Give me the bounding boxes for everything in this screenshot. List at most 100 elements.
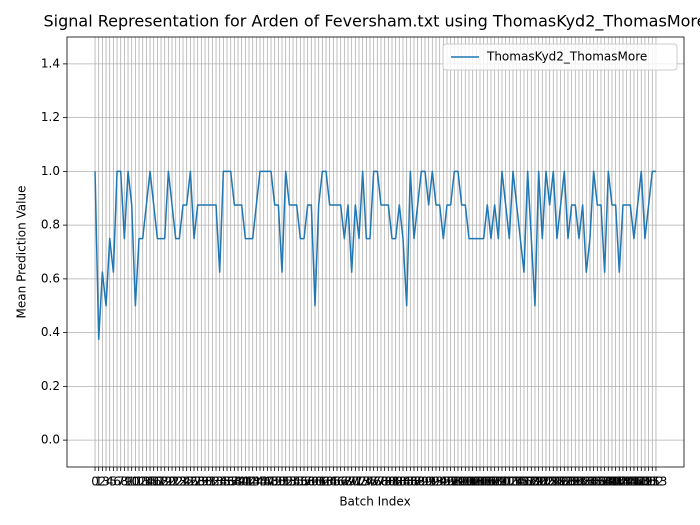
x-tick-label: 94 [432,475,447,489]
x-tick-label: 62 [315,475,330,489]
x-tick-label: 2 [99,475,107,489]
x-tick-label: 141 [601,475,624,489]
x-tick-label: 73 [355,475,370,489]
x-tick-label: 89 [414,475,429,489]
x-tick-label: 119 [520,475,543,489]
x-tick-label: 123 [535,475,558,489]
x-tick-label: 48 [263,475,278,489]
x-tick-label: 20 [161,475,176,489]
x-tick-label: 80 [381,475,396,489]
x-tick-label: 58 [300,475,315,489]
x-tick-label: 64 [322,475,337,489]
x-tick-label: 67 [333,475,348,489]
series-line [94,170,656,341]
x-tick-label: 118 [516,475,539,489]
x-tick-label: 140 [597,475,620,489]
x-tick-label: 30 [197,475,212,489]
x-tick-label: 148 [626,475,649,489]
x-tick-label: 117 [513,475,536,489]
x-tick-label: 72 [351,475,366,489]
x-tick-label: 31 [201,475,216,489]
x-tick-label: 61 [311,475,326,489]
x-tick-label: 129 [557,475,580,489]
x-tick-label: 15 [142,475,157,489]
x-tick-label: 99 [450,475,465,489]
x-tick-label: 70 [344,475,359,489]
x-tick-label: 82 [388,475,403,489]
x-tick-label: 10 [124,475,139,489]
x-tick-label: 101 [454,475,477,489]
x-tick-label: 122 [531,475,554,489]
x-tick-label: 87 [406,475,421,489]
x-tick-label: 137 [586,475,609,489]
x-tick-label: 1 [95,475,103,489]
x-tick-label: 92 [425,475,440,489]
x-tick-label: 152 [641,475,664,489]
x-tick-label: 112 [494,475,517,489]
x-tick-label: 95 [436,475,451,489]
legend-box [442,43,678,71]
x-tick-label: 125 [542,475,565,489]
x-tick-label: 116 [509,475,532,489]
plot-frame [66,36,685,468]
x-tick-label: 84 [395,475,410,489]
x-tick-label: 49 [267,475,282,489]
x-tick-label: 53 [282,475,297,489]
legend-label: ThomasKyd2_ThomasMore [486,50,647,64]
x-tick-label: 131 [564,475,587,489]
x-tick-label: 121 [527,475,550,489]
x-tick-label: 98 [447,475,462,489]
x-tick-label: 23 [172,475,187,489]
x-tick-label: 90 [417,475,432,489]
x-tick-label: 34 [212,475,227,489]
x-tick-label: 50 [271,475,286,489]
x-tick-label: 25 [179,475,194,489]
x-tick-label: 85 [399,475,414,489]
x-tick-label: 153 [645,475,668,489]
y-tick-label: 1.0 [41,164,60,178]
x-tick-label: 43 [245,475,260,489]
x-tick-label: 77 [370,475,385,489]
x-tick-label: 37 [223,475,238,489]
x-tick-label: 83 [392,475,407,489]
x-tick-label: 126 [546,475,569,489]
x-tick-label: 142 [604,475,627,489]
x-tick-label: 19 [157,475,172,489]
x-tick-label: 79 [377,475,392,489]
x-tick-label: 133 [571,475,594,489]
x-tick-label: 13 [135,475,150,489]
chart-title: Signal Representation for Arden of Fever… [44,12,700,32]
x-tick-label: 26 [183,475,198,489]
x-tick-label: 74 [359,475,374,489]
x-tick-label: 3 [102,475,110,489]
x-tick-label: 8 [121,475,129,489]
x-tick-label: 100 [450,475,473,489]
x-tick-label: 115 [505,475,528,489]
x-tick-label: 36 [219,475,234,489]
x-tick-label: 127 [549,475,572,489]
x-tick-label: 44 [249,475,264,489]
x-tick-label: 55 [289,475,304,489]
x-tick-label: 39 [230,475,245,489]
y-tick-label: 1.4 [41,56,60,70]
x-tick-label: 103 [461,475,484,489]
x-tick-label: 107 [476,475,499,489]
x-axis-label: Batch Index [339,495,410,509]
x-tick-label: 109 [483,475,506,489]
x-tick-label: 145 [615,475,638,489]
x-tick-label: 5 [110,475,118,489]
x-tick-label: 6 [113,475,121,489]
x-tick-label: 150 [634,475,657,489]
y-tick-label: 0.8 [41,218,60,232]
x-tick-label: 11 [128,475,143,489]
x-tick-label: 146 [619,475,642,489]
x-tick-label: 47 [260,475,275,489]
x-tick-label: 139 [593,475,616,489]
x-tick-label: 97 [443,475,458,489]
x-tick-label: 104 [465,475,488,489]
x-tick-label: 114 [502,475,525,489]
x-tick-label: 81 [384,475,399,489]
x-tick-label: 144 [612,475,635,489]
x-tick-label: 54 [285,475,300,489]
x-tick-label: 33 [208,475,223,489]
